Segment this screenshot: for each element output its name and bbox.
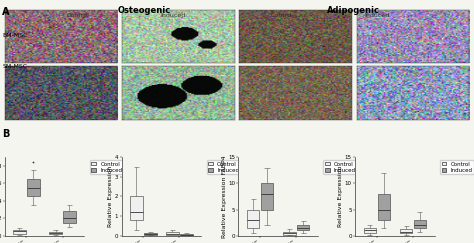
Legend: Control, Induced: Control, Induced xyxy=(440,160,474,174)
Text: Control: Control xyxy=(271,13,293,18)
Legend: Control, Induced: Control, Induced xyxy=(323,160,358,174)
FancyBboxPatch shape xyxy=(377,194,390,220)
Text: B: B xyxy=(2,129,10,139)
Text: Control: Control xyxy=(67,13,90,18)
FancyBboxPatch shape xyxy=(63,211,76,223)
FancyBboxPatch shape xyxy=(144,233,156,235)
FancyBboxPatch shape xyxy=(283,232,296,235)
FancyBboxPatch shape xyxy=(130,197,143,220)
FancyBboxPatch shape xyxy=(297,225,310,230)
FancyBboxPatch shape xyxy=(13,230,26,234)
FancyBboxPatch shape xyxy=(247,209,259,228)
Y-axis label: Relative Expression: Relative Expression xyxy=(338,166,343,227)
FancyBboxPatch shape xyxy=(400,229,412,233)
Text: A: A xyxy=(2,7,10,17)
Y-axis label: Relative Expression: Relative Expression xyxy=(108,166,113,227)
Text: Osteogenic: Osteogenic xyxy=(118,6,171,15)
FancyBboxPatch shape xyxy=(261,183,273,209)
FancyBboxPatch shape xyxy=(27,179,40,197)
FancyBboxPatch shape xyxy=(364,228,376,233)
FancyBboxPatch shape xyxy=(49,232,62,234)
Text: SM-MSC: SM-MSC xyxy=(2,64,27,69)
Text: Induced: Induced xyxy=(160,13,186,18)
Legend: Control, Induced: Control, Induced xyxy=(90,160,124,174)
FancyBboxPatch shape xyxy=(414,220,426,228)
FancyBboxPatch shape xyxy=(166,232,179,235)
FancyBboxPatch shape xyxy=(180,234,192,235)
Y-axis label: Relative Expression FABP4: Relative Expression FABP4 xyxy=(221,155,227,238)
Text: Adipogenic: Adipogenic xyxy=(327,6,380,15)
Text: Induced: Induced xyxy=(364,13,390,18)
Text: BM-MSC: BM-MSC xyxy=(2,33,28,38)
Legend: Control, Induced: Control, Induced xyxy=(207,160,241,174)
